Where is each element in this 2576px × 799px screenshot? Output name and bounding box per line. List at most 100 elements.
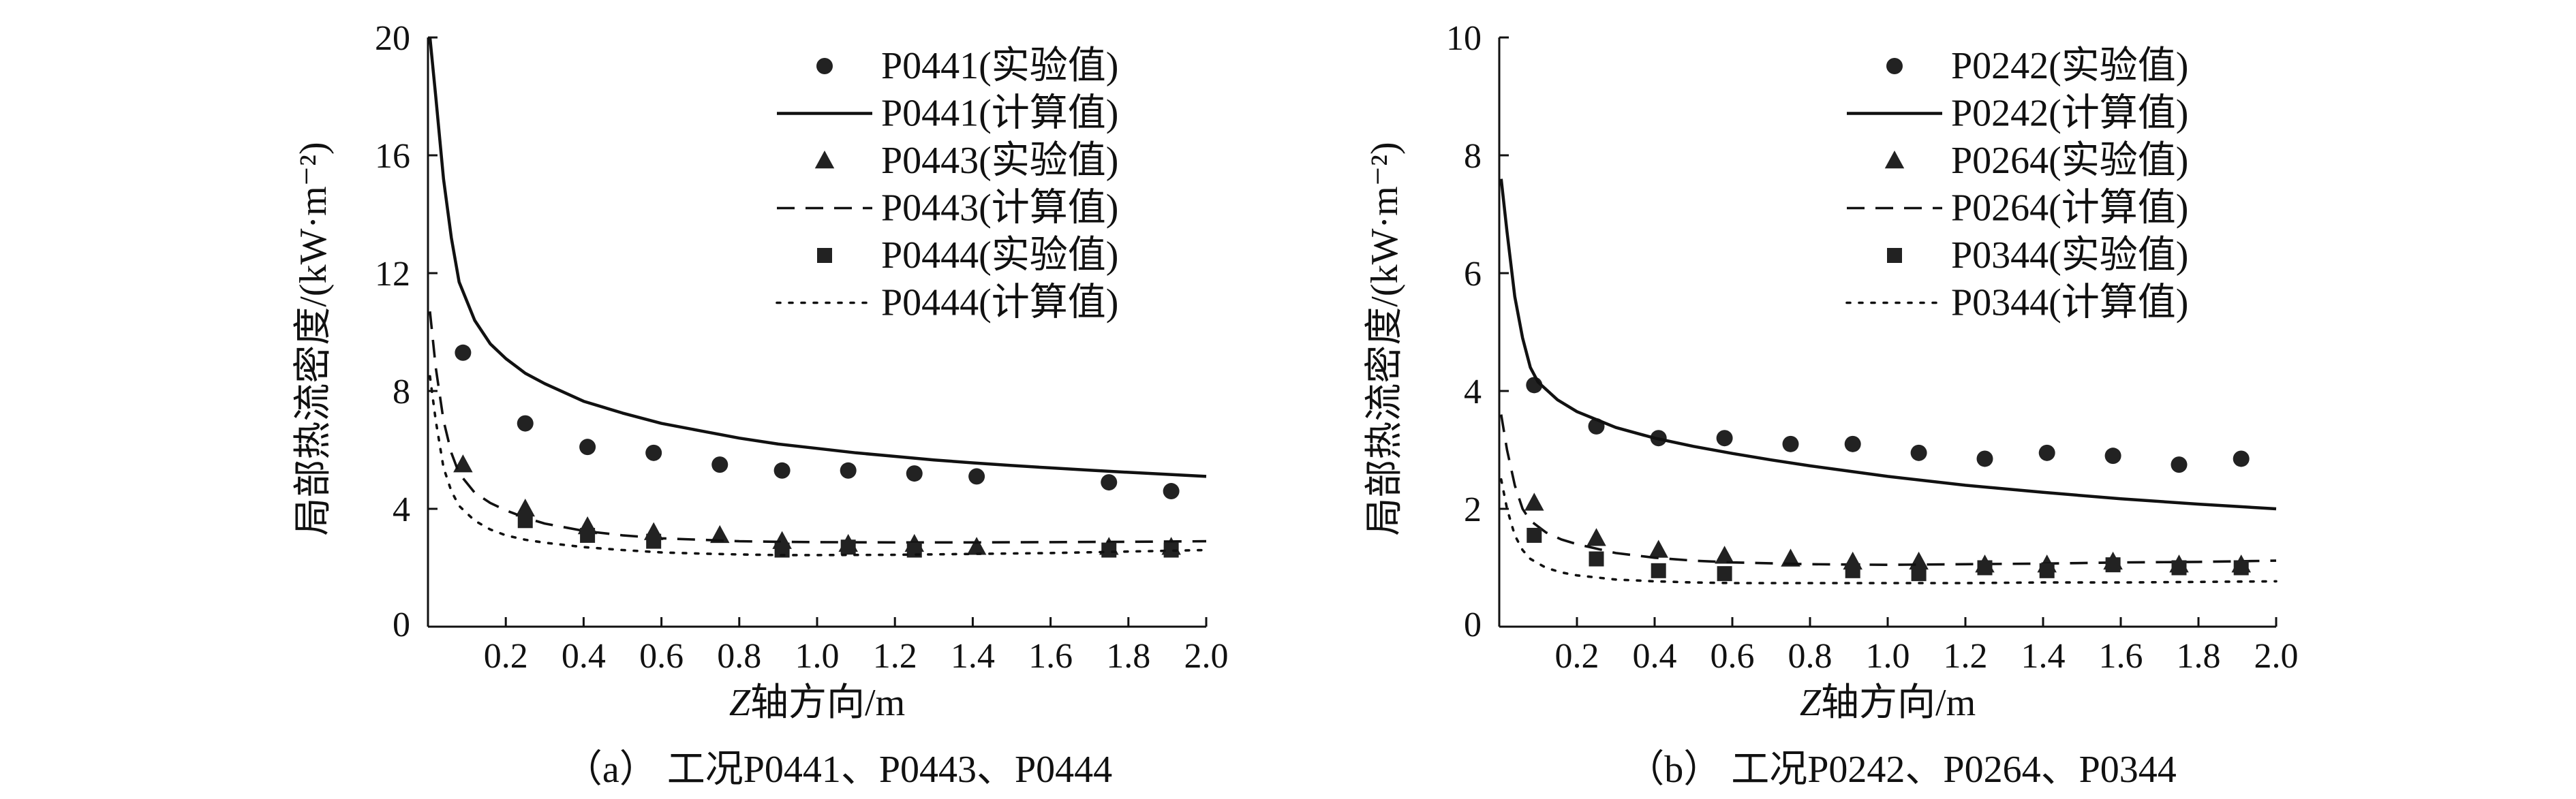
data-point [966, 537, 987, 555]
series-line [1500, 414, 2277, 567]
data-point [517, 415, 534, 432]
y-tick-label: 8 [393, 373, 410, 411]
legend-label: P0441(计算值) [881, 93, 1118, 135]
x-tick-label: 0.2 [1555, 637, 1599, 676]
data-point [774, 542, 790, 558]
x-tick-label: 1.4 [2021, 637, 2066, 676]
data-point [2233, 560, 2249, 576]
x-tick-label: 0.6 [1711, 637, 1755, 676]
x-tick-label: 1.8 [2177, 637, 2221, 676]
data-point [1976, 450, 1993, 467]
data-point [906, 465, 923, 482]
figure-caption: （b） 工况P0242、P0264、P0344 [1626, 749, 2176, 791]
series-group [1499, 178, 2277, 511]
x-axis-title: Z轴方向/m [729, 682, 905, 724]
legend-marker [816, 58, 833, 74]
data-point [1649, 539, 1668, 558]
x-tick-label: 1.2 [873, 637, 917, 676]
y-axis-title: 局部热流密度/(kW·m⁻²) [1364, 142, 1406, 535]
data-point [1527, 527, 1542, 543]
series-line [1500, 477, 2278, 584]
data-point [1651, 563, 1666, 578]
y-tick-label: 12 [375, 255, 410, 294]
y-tick-label: 2 [1464, 490, 1482, 529]
data-point [517, 513, 533, 529]
legend-label: P0443(计算值) [881, 187, 1118, 230]
data-point [1586, 528, 1606, 546]
data-point [2233, 450, 2250, 467]
figure-caption: （a） 工况P0441、P0443、P0444 [564, 749, 1112, 791]
x-tick-label: 0.6 [639, 637, 684, 676]
y-tick-label: 0 [393, 606, 410, 644]
data-point [1524, 492, 1544, 511]
data-point [2105, 557, 2121, 573]
series-group [1500, 414, 2277, 567]
chart-panel-b: 0.2 0.4 0.6 0.8 1.0 1.2 1.4 1.6 1.8 2.0 0 2 4 6 8 10 Z轴方… [1364, 19, 2299, 791]
y-axis-title: 局部热流密度/(kW·m⁻²) [292, 142, 335, 535]
x-axis-title-italic: Z [1800, 682, 1822, 724]
legend-marker [1887, 248, 1902, 263]
data-point [773, 462, 791, 479]
x-tick-label: 1.6 [1028, 637, 1073, 676]
data-point [1163, 483, 1180, 500]
x-axis-title: Z轴方向/m [1800, 682, 1976, 724]
x-axis-title-rest: 轴方向/m [1821, 682, 1976, 724]
data-point [1910, 444, 1927, 461]
legend-marker [1886, 58, 1903, 74]
x-tick-label: 0.4 [562, 637, 606, 676]
data-point [1716, 430, 1733, 447]
data-point [515, 499, 535, 517]
y-tick-label: 6 [1464, 255, 1482, 294]
legend-label: P0242(计算值) [1951, 93, 2188, 135]
data-point [1589, 551, 1604, 567]
legend-label: P0443(实验值) [881, 140, 1118, 182]
data-point [1781, 548, 1800, 567]
x-tick-label: 2.0 [2254, 637, 2299, 676]
data-point [1911, 566, 1927, 582]
x-tick-label: 0.2 [484, 637, 528, 676]
x-tick-label: 1.0 [795, 637, 840, 676]
x-axis-title-rest: 轴方向/m [750, 682, 905, 724]
x-tick-label: 2.0 [1184, 637, 1229, 676]
y-tick-label: 0 [1464, 606, 1482, 644]
series-group [455, 344, 1180, 500]
legend-label: P0242(实验值) [1951, 45, 2188, 87]
data-point [580, 527, 596, 543]
y-tick-label: 20 [375, 19, 410, 58]
data-point [646, 533, 662, 549]
data-point [1163, 542, 1179, 558]
x-axis-title-italic: Z [729, 682, 751, 724]
data-point [645, 444, 662, 461]
data-point [2038, 444, 2055, 461]
legend-label: P0444(计算值) [881, 282, 1118, 324]
x-tick-label: 1.6 [2099, 637, 2143, 676]
series-group [1524, 492, 2251, 573]
x-tick-label: 1.2 [1944, 637, 1988, 676]
legend-label: P0264(计算值) [1951, 187, 2188, 230]
legend-label: P0264(实验值) [1951, 140, 2188, 182]
legend-label: P0441(实验值) [881, 45, 1118, 87]
y-tick-label: 8 [1464, 137, 1482, 176]
data-point [710, 524, 730, 544]
data-point [1845, 563, 1860, 578]
legend-label: P0344(计算值) [1951, 282, 2188, 324]
y-tick-label: 4 [393, 490, 410, 529]
series-group [517, 513, 1179, 558]
data-point [1782, 435, 1799, 452]
series-group [429, 375, 1208, 557]
x-tick-label: 0.8 [1788, 637, 1833, 676]
series-line [429, 311, 1207, 544]
data-point [711, 456, 729, 473]
y-tick-label: 16 [375, 137, 410, 176]
data-point [968, 468, 985, 485]
data-point [840, 539, 856, 555]
series-line [428, 37, 1207, 478]
series-group [428, 37, 1207, 478]
chart-panel-a: 0.2 0.4 0.6 0.8 1.0 1.2 1.4 1.6 1.8 2.0 0 4 8 12 16 20 Z… [292, 19, 1229, 791]
data-point [840, 462, 857, 479]
data-point [1715, 546, 1734, 564]
legend-label: P0344(实验值) [1951, 234, 2188, 277]
legend-marker [814, 151, 835, 169]
data-point [1717, 566, 1732, 582]
